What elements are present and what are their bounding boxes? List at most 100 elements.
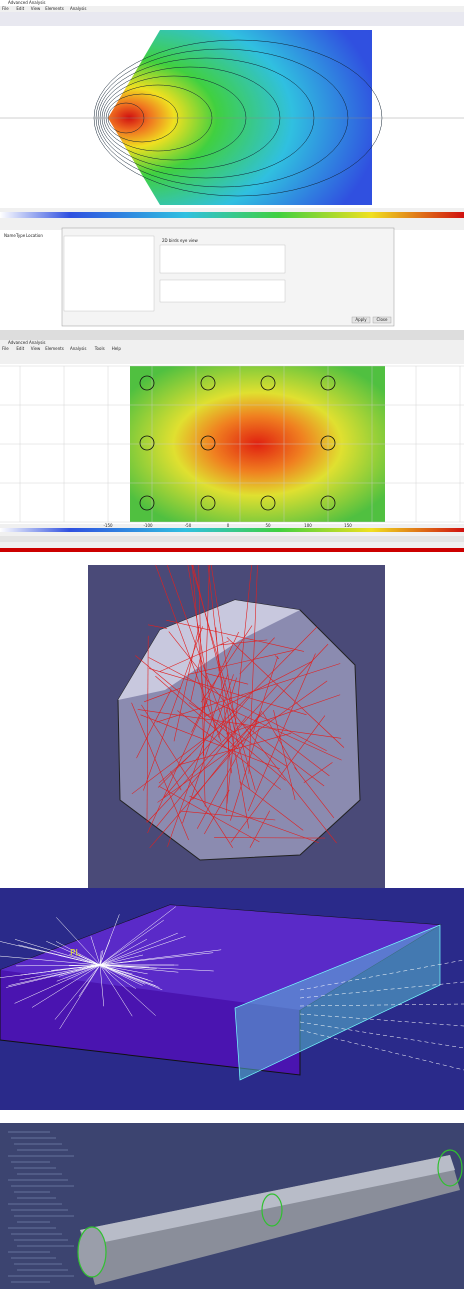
rays: [0, 906, 464, 1071]
toolbar: [0, 12, 464, 26]
ray: [191, 564, 256, 791]
ray: [166, 564, 230, 738]
target: [139, 375, 155, 391]
octagon-face: [118, 600, 300, 700]
ray: [99, 914, 120, 966]
x-label: -50: [185, 523, 192, 528]
x-label: 150: [344, 523, 352, 528]
contour-field: [108, 30, 372, 205]
menu-item: Elements: [45, 6, 64, 11]
menu-item: Edit: [16, 6, 24, 11]
ray: [99, 919, 164, 966]
x-labels: -150 -100 -50 0 50 100 150: [103, 523, 352, 528]
ray: [137, 709, 342, 739]
ray: [299, 1029, 464, 1071]
menu-bar: File Edit View Elements Analysis Tools Help: [2, 346, 121, 351]
target: [320, 435, 336, 451]
column-type: Type: [15, 233, 26, 238]
ray: [99, 950, 102, 966]
tree: [8, 1131, 74, 1283]
ray: [226, 564, 252, 804]
window-title: Advanced Analysis: [8, 0, 46, 5]
ray: [131, 702, 189, 841]
ray: [303, 762, 333, 784]
ray: [187, 564, 216, 730]
ray: [180, 732, 292, 765]
ray: [248, 564, 258, 774]
ray: [0, 955, 101, 966]
x-label: 100: [304, 523, 312, 528]
menu-item: File: [2, 6, 9, 11]
ray: [240, 721, 325, 787]
column-location: Location: [26, 233, 43, 238]
ray: [222, 684, 279, 747]
ray: [6, 964, 101, 988]
ray: [46, 940, 101, 966]
ray: [196, 710, 263, 829]
apply-button[interactable]: [351, 316, 371, 324]
ray: [18, 944, 101, 966]
target: [200, 495, 216, 511]
ray: [275, 734, 330, 777]
ray: [146, 635, 149, 823]
ray: [99, 954, 144, 966]
ray: [239, 781, 304, 831]
ray: [54, 964, 101, 1020]
settings: [159, 279, 286, 303]
ray: [90, 936, 101, 966]
target: [200, 375, 216, 391]
ray: [247, 653, 316, 812]
colorbar: [0, 212, 464, 218]
ray: [99, 964, 179, 973]
x-label: 0: [227, 523, 230, 528]
title-bar: [0, 0, 464, 6]
close-button[interactable]: [372, 316, 392, 324]
menu-bar: File Edit View Elements Analysis: [2, 6, 86, 11]
ray: [274, 655, 280, 660]
ray: [99, 964, 136, 989]
ray: [191, 631, 239, 733]
ray: [69, 954, 101, 966]
detector: [234, 924, 441, 1081]
target: [320, 375, 336, 391]
ray: [157, 626, 318, 788]
ray: [159, 640, 230, 672]
grid: [0, 365, 464, 523]
ray: [59, 964, 101, 1029]
ray: [207, 564, 232, 774]
ray: [99, 964, 153, 982]
target: [200, 435, 216, 451]
window-title: Advanced Analysis: [8, 340, 46, 345]
menu-item: Tools: [94, 346, 105, 351]
ray: [99, 952, 214, 966]
ray: [249, 810, 270, 848]
ray: [55, 941, 101, 966]
ray: [56, 917, 101, 966]
ray: [198, 564, 206, 807]
ray: [99, 906, 177, 966]
ray: [180, 810, 276, 821]
ray: [0, 964, 101, 978]
ray: [148, 657, 327, 752]
ray: [143, 626, 204, 791]
ray: [210, 564, 235, 715]
marker: [261, 1193, 283, 1227]
ray: [294, 767, 335, 819]
ray: [218, 677, 237, 738]
ray: [205, 660, 313, 717]
ray: [99, 964, 148, 975]
ray: [191, 564, 206, 718]
ray: [99, 950, 104, 966]
ray: [16, 964, 101, 967]
ray: [159, 786, 260, 843]
ray: [167, 673, 229, 847]
ray: [182, 674, 234, 824]
ray: [78, 964, 101, 997]
ray: [226, 706, 250, 829]
ray: [131, 715, 236, 795]
target: [139, 435, 155, 451]
colorbar: [0, 528, 464, 532]
ray: [230, 715, 326, 843]
ray: [99, 964, 156, 1016]
